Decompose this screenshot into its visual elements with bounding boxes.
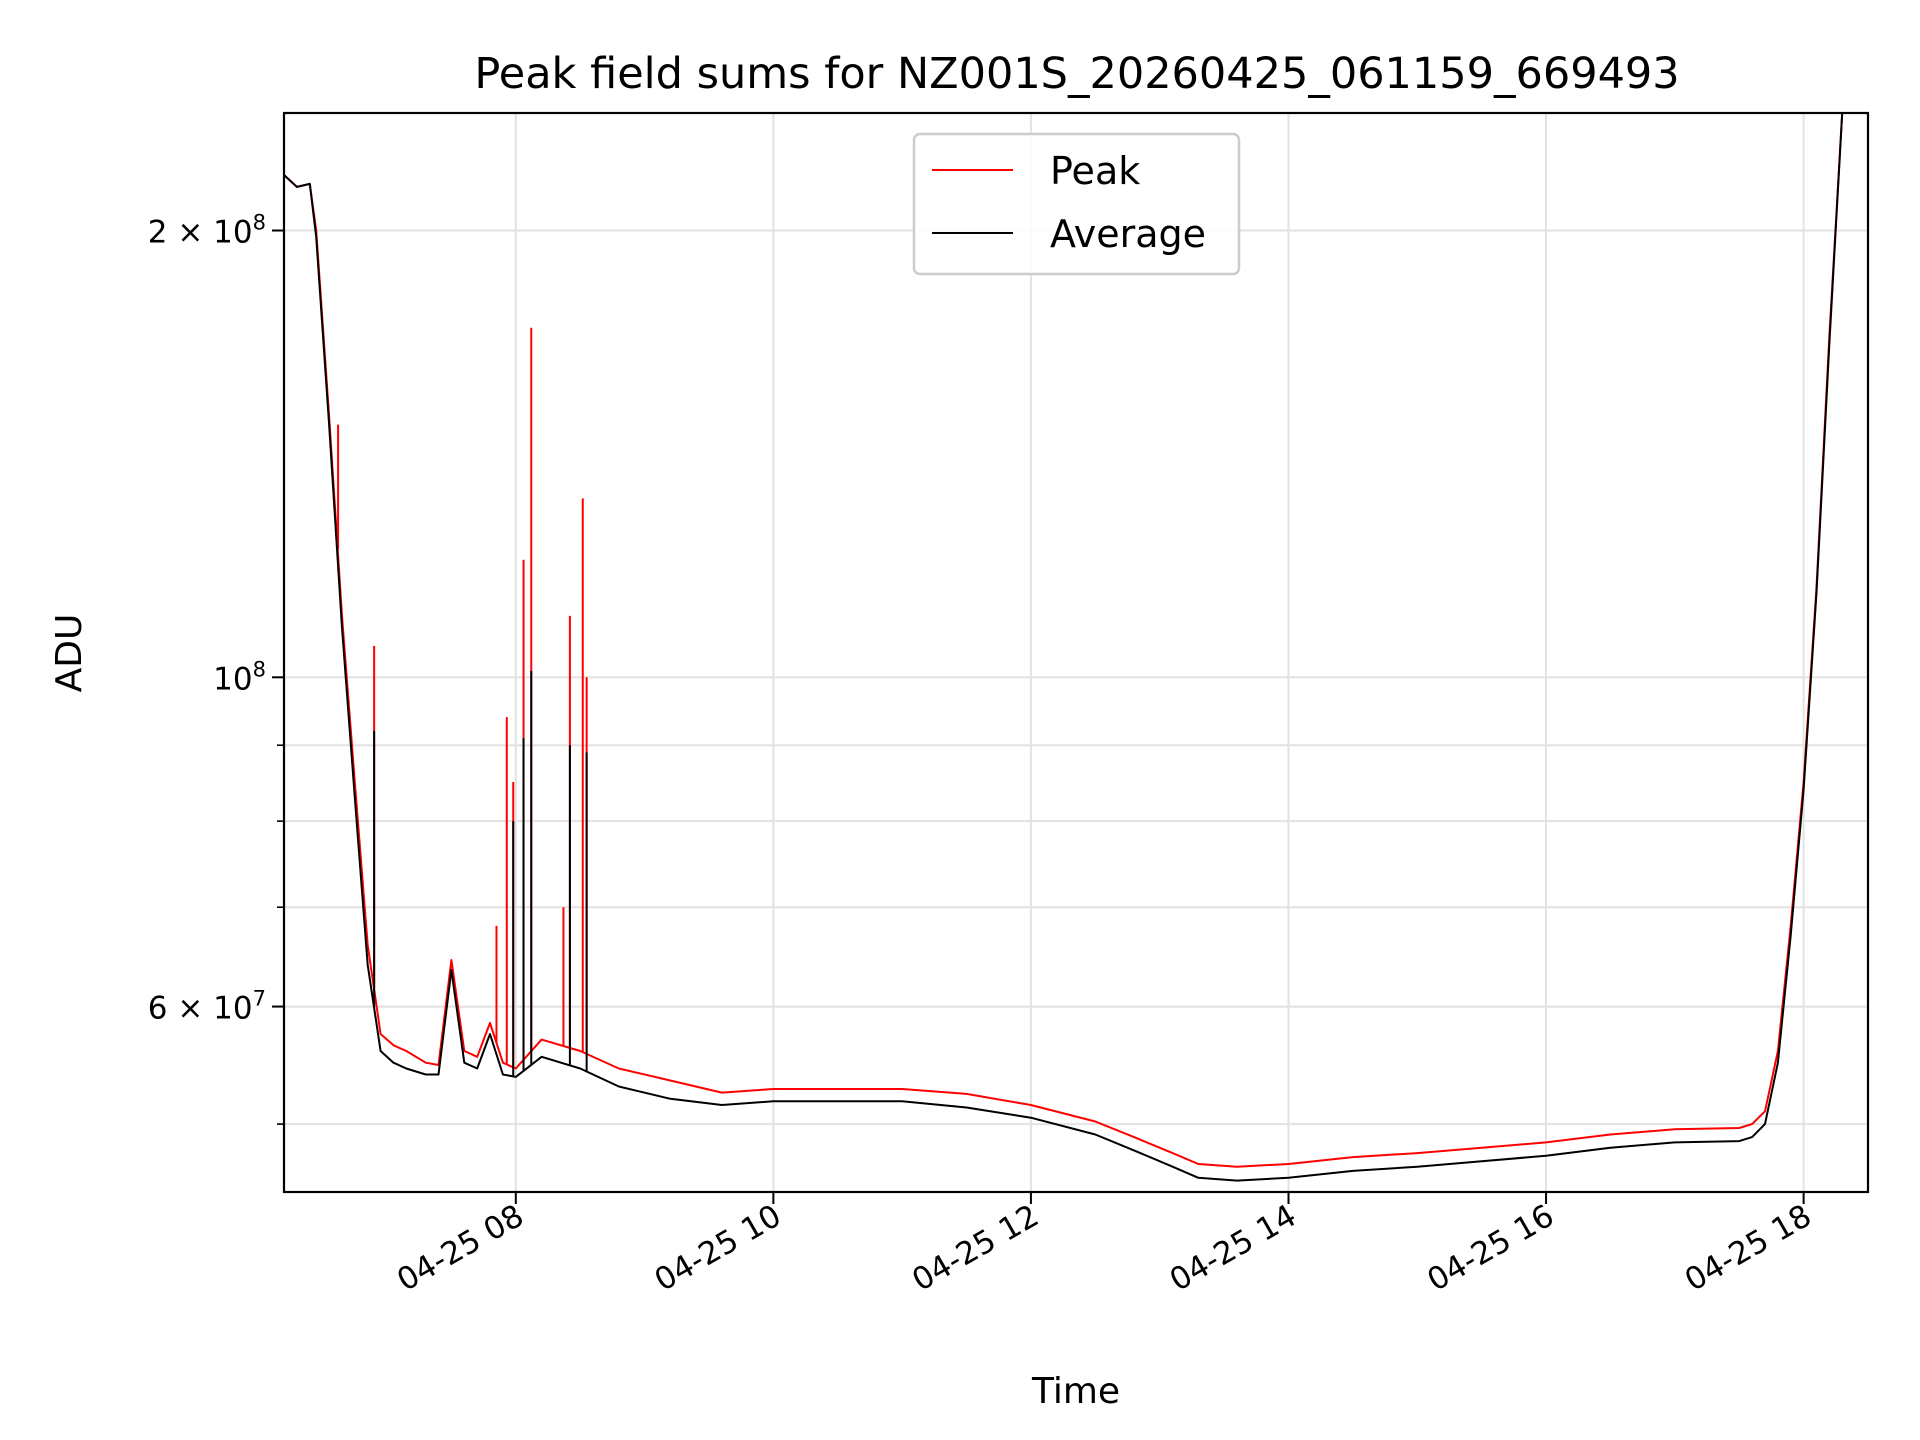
legend-peak-label: Peak <box>1050 149 1140 193</box>
series-peak-line <box>284 113 1844 1168</box>
y-tick-mantissa: 6 × <box>148 991 213 1027</box>
series-average-line <box>284 113 1844 1182</box>
plot-frame <box>282 111 1870 1194</box>
y-axis-label: ADU <box>49 614 90 693</box>
y-tick-label: 2 × 108 <box>148 211 266 251</box>
y-tick-exponent: 8 <box>253 211 266 235</box>
y-tick-mantissa: 2 × <box>148 215 213 251</box>
y-tick-base: 10 <box>213 991 252 1027</box>
y-tick-base: 10 <box>213 661 252 697</box>
y-tick-exponent: 8 <box>253 657 266 681</box>
series-lines <box>284 113 1844 1182</box>
chart-title: Peak field sums for NZ001S_20260425_0611… <box>474 49 1679 99</box>
y-tick-label: 108 <box>213 657 266 697</box>
x-axis-label: Time <box>1031 1371 1120 1412</box>
legend: Peak Average <box>912 132 1241 276</box>
legend-average-label: Average <box>1050 212 1206 256</box>
y-tick-exponent: 7 <box>253 987 266 1011</box>
y-tick-label: 6 × 107 <box>148 987 266 1027</box>
y-tick-base: 10 <box>213 215 252 251</box>
